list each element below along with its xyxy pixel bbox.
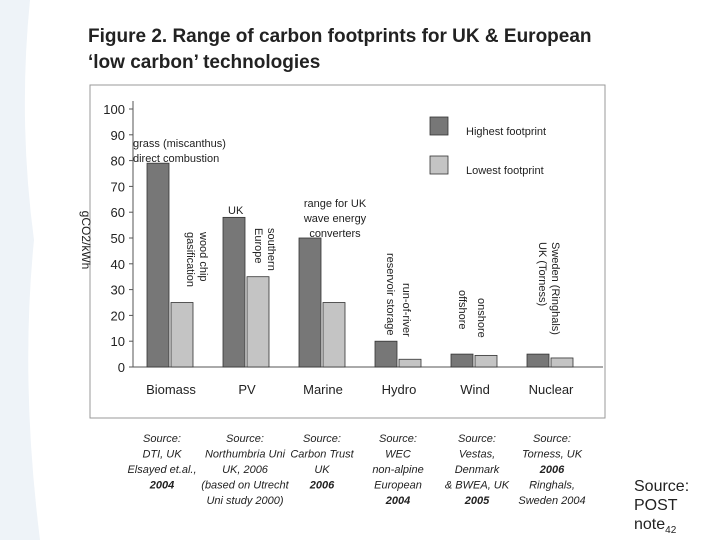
source-note: Source: [458, 433, 496, 445]
source-note: UK, 2006 [222, 464, 269, 476]
bar [322, 302, 346, 368]
annotation: UK [228, 205, 244, 217]
bar [170, 302, 194, 368]
bar [374, 340, 398, 368]
source-note: Elsayed et.al., [127, 464, 196, 476]
x-tick-label: Biomass [146, 382, 196, 397]
y-tick-label: 90 [111, 128, 125, 143]
legend-swatch [429, 116, 449, 136]
legend-swatch [429, 155, 449, 175]
source-note: 2005 [464, 495, 490, 507]
x-tick-label: Nuclear [529, 382, 574, 397]
annotation: run-of-river [400, 283, 412, 337]
y-tick-label: 20 [111, 308, 125, 323]
source-note: Source: [303, 433, 341, 445]
footer-source: note42 [634, 516, 677, 536]
source-note: (based on Utrecht [201, 480, 289, 492]
source-note: 2004 [149, 480, 174, 492]
source-note: Vestas, [459, 449, 495, 461]
source-note: & BWEA, UK [445, 480, 510, 492]
source-note: non-alpine [372, 464, 423, 476]
y-tick-label: 50 [111, 231, 125, 246]
annotation: onshore [475, 298, 487, 338]
annotation: offshore [456, 290, 468, 330]
legend-label: Lowest footprint [466, 165, 544, 177]
source-note: Source: [143, 433, 181, 445]
bar [550, 357, 574, 368]
footer-source: POST [634, 497, 678, 514]
decoration [0, 0, 40, 540]
annotation: gasification [184, 232, 196, 287]
bar [526, 353, 550, 368]
annotation: southern [265, 228, 277, 271]
chart-title: ‘low carbon’ technologies [88, 52, 320, 73]
annotation: converters [309, 228, 361, 240]
annotation: reservoir storage [384, 253, 396, 336]
annotation: UK (Torness) [536, 242, 548, 306]
y-tick-label: 40 [111, 257, 125, 272]
source-note: Carbon Trust [290, 449, 354, 461]
annotation: wood chip [197, 231, 209, 282]
y-tick-label: 0 [118, 360, 125, 375]
source-note: Source: [533, 433, 571, 445]
annotation: Sweden (Ringhals) [549, 242, 561, 335]
source-note: 2006 [309, 480, 335, 492]
source-note: WEC [385, 449, 411, 461]
source-note: UK [314, 464, 330, 476]
annotation: Europe [252, 228, 264, 263]
source-note: Sweden 2004 [518, 495, 585, 507]
y-tick-label: 60 [111, 205, 125, 220]
y-tick-label: 70 [111, 179, 125, 194]
source-note: 2006 [539, 464, 565, 476]
x-tick-label: PV [238, 382, 256, 397]
source-note: 2004 [385, 495, 410, 507]
source-note: Denmark [455, 464, 500, 476]
annotation: range for UK [304, 198, 367, 210]
footer-source: Source: [634, 478, 689, 495]
chart-title: Figure 2. Range of carbon footprints for… [88, 26, 592, 47]
footer-sub: 42 [665, 525, 677, 536]
annotation: grass (miscanthus) [133, 138, 226, 150]
source-note: Northumbria Uni [205, 449, 286, 461]
x-tick-label: Wind [460, 382, 490, 397]
bar [474, 354, 498, 368]
bar [246, 276, 270, 368]
source-note: European [374, 480, 422, 492]
y-tick-label: 10 [111, 334, 125, 349]
legend-label: Highest footprint [466, 126, 546, 138]
source-note: Ringhals, [529, 480, 575, 492]
source-note: Uni study 2000) [206, 495, 283, 507]
source-note: Torness, UK [522, 449, 583, 461]
x-tick-label: Hydro [382, 382, 417, 397]
bar [222, 216, 246, 368]
bar [450, 353, 474, 368]
y-tick-label: 100 [103, 102, 125, 117]
bar [298, 237, 322, 368]
source-note: Source: [226, 433, 264, 445]
y-axis-label: gCO2/kWh [79, 211, 93, 270]
y-tick-label: 80 [111, 154, 125, 169]
x-tick-label: Marine [303, 382, 343, 397]
annotation: direct combustion [133, 153, 219, 165]
bar [398, 358, 422, 368]
source-note: Source: [379, 433, 417, 445]
bar [146, 162, 170, 368]
source-note: DTI, UK [142, 449, 182, 461]
y-tick-label: 30 [111, 283, 125, 298]
annotation: wave energy [303, 213, 367, 225]
